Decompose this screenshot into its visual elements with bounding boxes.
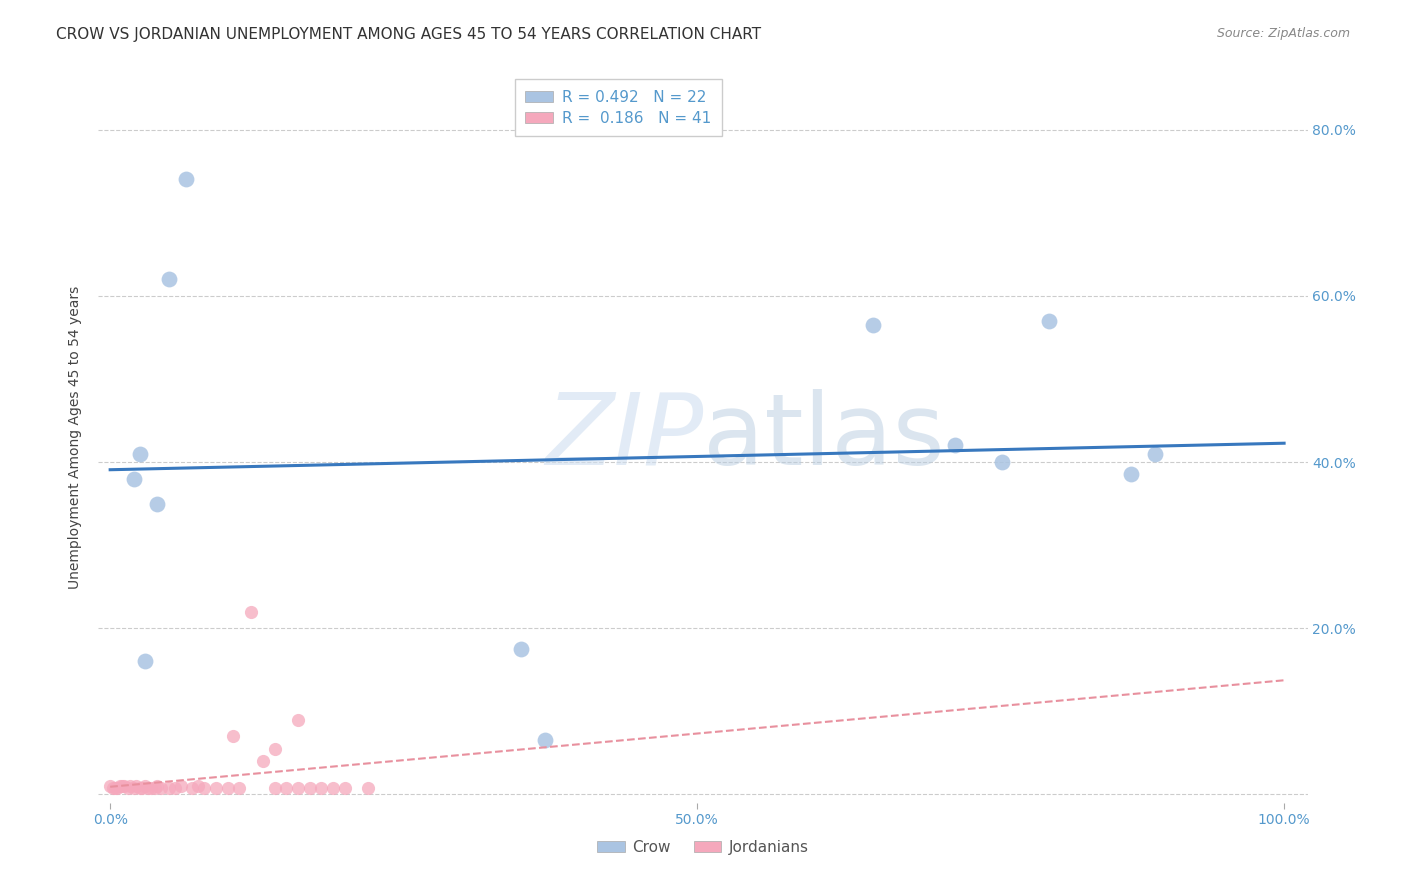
Point [862, 318, 884, 332]
Legend: Crow, Jordanians: Crow, Jordanians [591, 834, 815, 861]
Point [510, 642, 533, 657]
Point [141, 780, 163, 795]
Point [222, 729, 245, 743]
Point [143, 780, 166, 795]
Point [104, 780, 127, 795]
Point [240, 605, 263, 619]
Point [1121, 467, 1143, 482]
Point [101, 780, 124, 795]
Point [311, 780, 333, 795]
Point [157, 272, 180, 286]
Point [128, 447, 150, 461]
Point [1038, 314, 1060, 328]
Point [163, 780, 186, 795]
Point [146, 497, 169, 511]
Point [122, 472, 145, 486]
Text: atlas: atlas [703, 389, 945, 485]
Point [287, 780, 309, 795]
Point [136, 780, 159, 795]
Point [333, 780, 356, 795]
Point [131, 780, 153, 795]
Point [193, 780, 215, 795]
Point [322, 780, 344, 795]
Text: Source: ZipAtlas.com: Source: ZipAtlas.com [1216, 27, 1350, 40]
Point [228, 780, 250, 795]
Point [122, 780, 145, 795]
Point [991, 455, 1014, 469]
Point [204, 780, 226, 795]
Y-axis label: Unemployment Among Ages 45 to 54 years: Unemployment Among Ages 45 to 54 years [69, 285, 83, 589]
Point [105, 780, 128, 795]
Point [146, 779, 169, 793]
Point [217, 780, 239, 795]
Point [357, 780, 380, 795]
Point [157, 780, 180, 795]
Point [252, 754, 274, 768]
Point [134, 655, 156, 669]
Point [176, 172, 198, 186]
Point [263, 780, 285, 795]
Point [276, 780, 298, 795]
Point [533, 733, 555, 747]
Text: CROW VS JORDANIAN UNEMPLOYMENT AMONG AGES 45 TO 54 YEARS CORRELATION CHART: CROW VS JORDANIAN UNEMPLOYMENT AMONG AGE… [56, 27, 762, 42]
Point [149, 780, 172, 795]
Point [181, 780, 204, 795]
Point [128, 780, 150, 795]
Point [120, 779, 142, 793]
Point [117, 780, 139, 795]
Point [134, 779, 156, 793]
Point [125, 779, 148, 793]
Point [298, 780, 321, 795]
Point [287, 713, 309, 727]
Point [108, 779, 131, 793]
Point [187, 779, 209, 793]
Point [98, 779, 121, 793]
Point [112, 779, 135, 793]
Text: ZIP: ZIP [544, 389, 703, 485]
Point [945, 438, 967, 452]
Point [1143, 447, 1166, 461]
Point [263, 741, 285, 756]
Point [169, 779, 191, 793]
Point [111, 779, 134, 793]
